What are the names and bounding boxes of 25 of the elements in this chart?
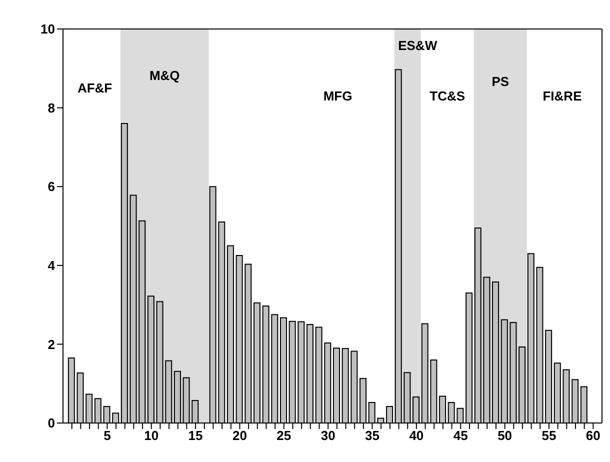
y-tick-label: 8: [48, 100, 55, 116]
band-label: M&Q: [149, 68, 180, 84]
annotation: AF&F: [77, 80, 112, 96]
y-tick-label: 4: [48, 258, 56, 274]
x-tick-label: 15: [188, 428, 203, 444]
annotation: FI&RE: [542, 88, 582, 104]
x-tick-label: 60: [586, 428, 600, 444]
x-tick-label: 35: [365, 428, 380, 444]
band-label: ES&W: [398, 38, 438, 54]
annotation: TC&S: [430, 88, 466, 104]
x-tick-label: 10: [144, 428, 159, 444]
y-tick-label: 0: [48, 416, 55, 431]
x-tick-label: 50: [498, 428, 512, 444]
y-tick-label: 10: [40, 22, 55, 37]
x-tick-label: 55: [542, 428, 556, 444]
x-tick-label: 25: [276, 428, 292, 444]
y-tick-label: 6: [48, 179, 55, 194]
x-tick-label: 40: [409, 428, 424, 444]
y-tick-label: 2: [48, 336, 55, 352]
x-tick-label: 30: [320, 428, 336, 444]
x-tick-label: 45: [453, 428, 468, 444]
annotation: MFG: [323, 88, 352, 104]
x-tick-label: 5: [104, 428, 111, 444]
band-label: PS: [492, 74, 510, 90]
x-tick-label: 20: [232, 428, 247, 444]
